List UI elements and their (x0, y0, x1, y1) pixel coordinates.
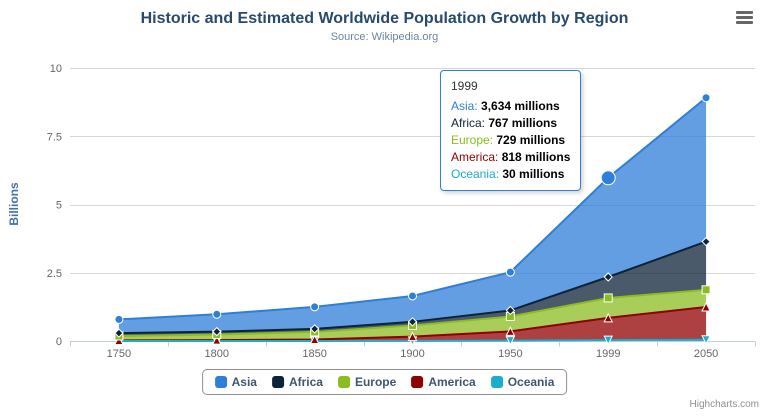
tooltip: 1999 Asia: 3,634 millions Africa: 767 mill… (440, 70, 582, 191)
legend-symbol (271, 376, 284, 388)
marker-asia-1950[interactable] (505, 267, 515, 277)
marker-oceania-1999[interactable] (603, 335, 614, 346)
marker-africa-1999[interactable] (603, 272, 613, 282)
legend-label: America (428, 375, 476, 389)
legend-symbol (411, 376, 424, 388)
marker-asia-1800[interactable] (212, 309, 222, 319)
x-axis-label: 2050 (694, 348, 718, 360)
legend-label: Oceania (507, 375, 555, 389)
legend-label: Europe (354, 375, 397, 389)
y-axis-label: 0 (56, 336, 62, 348)
marker-oceania-1950[interactable] (505, 336, 516, 346)
tooltip-series-name: Africa: (451, 116, 489, 130)
hamburger-icon (733, 11, 755, 24)
marker-america-1999[interactable] (603, 312, 614, 323)
tooltip-header: 1999 (451, 79, 478, 93)
tooltip-row: Oceania: 30 millions (451, 166, 570, 183)
marker-europe-2050[interactable] (701, 285, 711, 295)
area-america[interactable] (118, 306, 707, 341)
export-menu-button[interactable] (733, 11, 755, 29)
tooltip-row: Asia: 3,634 millions (451, 98, 570, 115)
tooltip-series-name: Oceania: (451, 167, 503, 181)
x-axis-label: 1850 (302, 348, 326, 360)
marker-asia-1850[interactable] (310, 302, 320, 312)
x-axis-label: 1800 (205, 348, 229, 360)
tooltip-value: 729 millions (496, 133, 566, 147)
x-axis-label: 1750 (107, 348, 131, 360)
tooltip-series-name: Asia: (451, 99, 482, 113)
chart-subtitle: Source: Wikipedia.org (330, 31, 439, 43)
legend: Asia Africa Europe America Oceania (201, 369, 568, 395)
marker-asia-1750[interactable] (114, 314, 124, 324)
marker-europe-1999[interactable] (603, 293, 613, 303)
chart-title: Historic and Estimated Worldwide Populat… (140, 10, 629, 27)
y-axis-label: 10 (50, 63, 62, 75)
credits-link[interactable]: Highcharts.com (689, 399, 759, 410)
legend-label: Asia (231, 375, 257, 389)
legend-item-europe[interactable]: Europe (337, 375, 397, 389)
marker-africa-1950[interactable] (505, 305, 516, 316)
marker-africa-1850[interactable] (309, 324, 320, 334)
y-axis-label: 2.5 (47, 268, 62, 280)
y-axis-title: Billions (7, 182, 21, 226)
marker-america-2050[interactable] (701, 301, 711, 312)
tooltip-row: Africa: 767 millions (451, 115, 570, 132)
x-axis-label: 1999 (596, 348, 620, 360)
legend-label: Africa (288, 375, 323, 389)
tooltip-value: 818 millions (501, 150, 571, 164)
marker-asia-1999[interactable] (600, 170, 616, 186)
tooltip-value: 767 millions (488, 116, 558, 130)
legend-symbol (490, 376, 503, 388)
tooltip-value: 30 millions (502, 167, 565, 181)
y-axis-label: 7.5 (47, 131, 62, 143)
legend-symbol (337, 376, 350, 388)
marker-asia-1900[interactable] (408, 291, 417, 301)
marker-africa-1900[interactable] (407, 317, 418, 327)
legend-item-africa[interactable]: Africa (271, 375, 323, 389)
x-axis-label: 1900 (400, 348, 424, 360)
marker-oceania-2050[interactable] (701, 335, 711, 345)
marker-america-1950[interactable] (505, 326, 516, 336)
area-asia[interactable] (118, 97, 707, 334)
tooltip-series-name: America: (451, 150, 502, 164)
legend-symbol (214, 376, 227, 388)
legend-item-asia[interactable]: Asia (214, 375, 257, 389)
marker-america-1800[interactable] (211, 334, 222, 345)
marker-america-1900[interactable] (407, 331, 418, 342)
marker-africa-1800[interactable] (212, 326, 222, 337)
area-africa[interactable] (118, 241, 707, 337)
marker-africa-1750[interactable] (114, 328, 124, 338)
marker-asia-2050[interactable] (701, 93, 711, 103)
tooltip-row: America: 818 millions (451, 149, 570, 166)
tooltip-row: Europe: 729 millions (451, 132, 570, 149)
marker-america-1850[interactable] (309, 334, 320, 344)
y-axis-label: 5 (56, 200, 62, 212)
legend-item-america[interactable]: America (411, 375, 476, 389)
tooltip-value: 3,634 millions (481, 99, 560, 113)
tooltip-series-name: Europe: (451, 133, 497, 147)
legend-item-oceania[interactable]: Oceania (490, 375, 555, 389)
x-axis-label: 1950 (498, 348, 522, 360)
marker-africa-2050[interactable] (701, 236, 711, 247)
